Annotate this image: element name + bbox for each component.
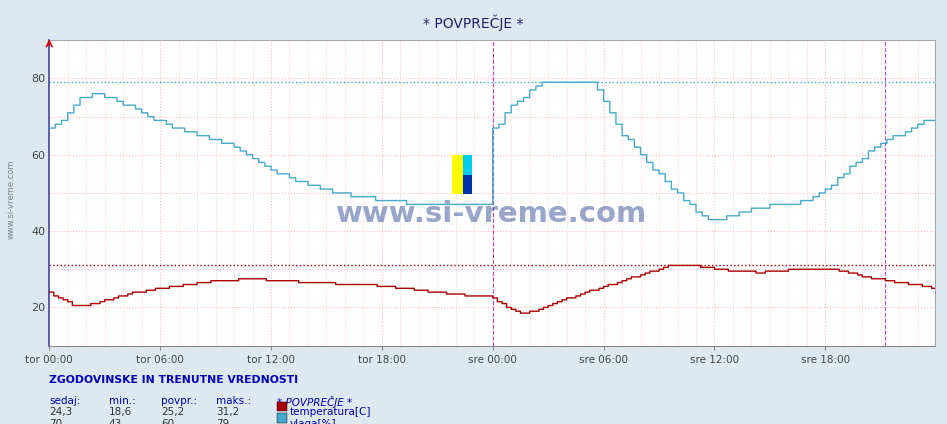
Text: 79: 79 (216, 419, 229, 424)
Text: 18,6: 18,6 (109, 407, 133, 418)
Bar (463, 175, 472, 195)
Text: ZGODOVINSKE IN TRENUTNE VREDNOSTI: ZGODOVINSKE IN TRENUTNE VREDNOSTI (49, 375, 298, 385)
Text: 70: 70 (49, 419, 63, 424)
Text: * POVPREČJE *: * POVPREČJE * (277, 396, 351, 407)
Text: www.si-vreme.com: www.si-vreme.com (336, 200, 648, 228)
Text: * POVPREČJE *: * POVPREČJE * (423, 15, 524, 31)
Text: povpr.:: povpr.: (161, 396, 197, 406)
Bar (452, 155, 463, 195)
Text: www.si-vreme.com: www.si-vreme.com (7, 159, 16, 239)
Text: 43: 43 (109, 419, 122, 424)
Text: maks.:: maks.: (216, 396, 251, 406)
Text: 60: 60 (161, 419, 174, 424)
Bar (463, 155, 472, 175)
Text: 31,2: 31,2 (216, 407, 240, 418)
Text: vlaga[%]: vlaga[%] (290, 419, 336, 424)
Text: temperatura[C]: temperatura[C] (290, 407, 371, 418)
Text: 24,3: 24,3 (49, 407, 73, 418)
Text: 25,2: 25,2 (161, 407, 185, 418)
Text: sedaj:: sedaj: (49, 396, 80, 406)
Text: min.:: min.: (109, 396, 135, 406)
